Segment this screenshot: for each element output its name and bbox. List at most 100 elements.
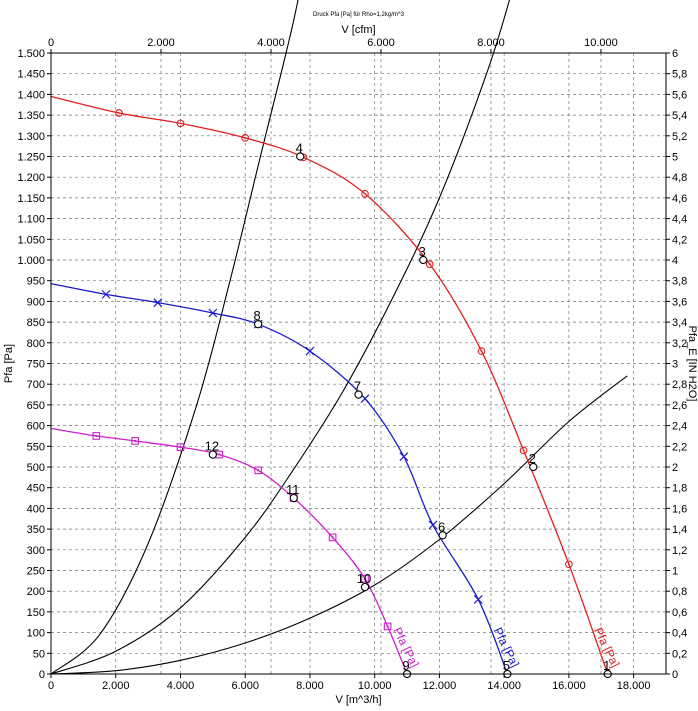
x-tick-label: 12.000 — [423, 680, 457, 692]
operating-point: 12 — [205, 439, 219, 459]
y-tick-label: 1.500 — [17, 48, 45, 60]
y2-tick-label: 1,4 — [672, 524, 687, 536]
y-tick-label: 700 — [27, 379, 45, 391]
y-tick-label: 800 — [27, 338, 45, 350]
y-tick-label: 600 — [27, 421, 45, 433]
x2-tick-label: 8.000 — [477, 37, 505, 49]
operating-point-marker — [289, 493, 298, 503]
y-tick-label: 200 — [27, 586, 45, 598]
y2-tick-label: 5,2 — [672, 131, 687, 143]
operating-point: 9 — [402, 658, 412, 679]
data-point-dot — [179, 446, 182, 449]
y-tick-label: 100 — [27, 628, 45, 640]
y-tick-label: 1.350 — [17, 110, 45, 122]
x-tick-label: 4.000 — [167, 680, 195, 692]
y-tick-label: 50 — [33, 648, 45, 660]
data-point-dot — [179, 122, 182, 125]
y-tick-label: 350 — [27, 524, 45, 536]
y2-tick-label: 2,2 — [672, 441, 687, 453]
operating-point: 7 — [354, 379, 363, 399]
operating-point-marker — [360, 582, 370, 592]
y2-tick-label: 4 — [672, 255, 678, 267]
data-point-square — [383, 622, 392, 631]
y-tick-label: 850 — [27, 317, 45, 329]
y2-tick-label: 3,4 — [672, 317, 687, 329]
data-point — [176, 443, 185, 451]
y-tick-label: 500 — [27, 462, 45, 474]
x-tick-label: 8.000 — [296, 680, 324, 692]
x-tick-label: 0 — [48, 680, 54, 692]
y-tick-label: 1.200 — [17, 172, 45, 184]
y-tick-label: 250 — [27, 566, 45, 578]
system-curve-2 — [50, 0, 511, 675]
data-point-dot — [428, 263, 431, 266]
data-point — [383, 622, 392, 631]
data-point-ring — [176, 119, 185, 128]
x2-tick-label: 4.000 — [257, 37, 285, 49]
data-point-dot — [331, 536, 334, 539]
y2-tick-label: 2,8 — [672, 379, 687, 391]
y2-tick-label: 3 — [672, 359, 678, 371]
operating-point-marker — [208, 450, 217, 459]
data-point-dot — [134, 439, 137, 442]
data-point-dot — [118, 112, 120, 114]
data-point-ring — [425, 260, 434, 268]
data-point-dot — [364, 192, 366, 195]
operating-point-label: 4 — [296, 141, 303, 156]
data-point-ring — [519, 446, 528, 455]
y2-tick-label: 3,8 — [672, 276, 687, 288]
fan-curve-3: Pfa [Pa] — [50, 427, 422, 675]
data-point — [254, 466, 263, 475]
operating-point-label: 9 — [402, 658, 409, 673]
y2-tick-label: 4,8 — [672, 172, 687, 184]
data-point — [208, 308, 218, 318]
data-point-dot — [363, 577, 366, 580]
operating-point: 1 — [603, 658, 612, 679]
operating-point-label: 10 — [357, 571, 371, 586]
y2-tick-label: 5 — [672, 152, 678, 164]
y2-tick-label: 3,6 — [672, 296, 687, 308]
y-tick-label: 550 — [27, 441, 45, 453]
y2-tick-label: 3,2 — [672, 338, 687, 350]
operating-point-marker — [354, 390, 363, 399]
data-point-ring — [477, 347, 486, 355]
system-curve-3 — [50, 0, 299, 675]
data-point-square — [254, 466, 263, 475]
operating-point-label: 5 — [503, 658, 510, 673]
data-point — [153, 298, 163, 308]
y-tick-label: 450 — [27, 483, 45, 495]
operating-point-marker — [419, 255, 428, 265]
operating-point-label: 6 — [438, 519, 445, 534]
operating-point: 2 — [529, 451, 538, 472]
x2-tick-label: 2.000 — [147, 37, 175, 49]
axis-ticks: 0 2.000 4.000 6.000 8.000 10.000 12.000 1 4.000 1… — [17, 37, 687, 692]
x-tick-label: 10.000 — [358, 680, 392, 692]
operating-point-label: 8 — [254, 308, 261, 323]
data-point-dot — [244, 136, 247, 139]
data-point-ring — [241, 134, 250, 142]
data-point-ring — [115, 109, 123, 117]
fan-curve-2: Pfa [Pa] — [50, 282, 522, 675]
data-point-dot — [567, 563, 570, 566]
y2-tick-label: 0 — [672, 669, 678, 681]
data-point — [115, 109, 123, 117]
data-point — [428, 520, 438, 530]
chart-title: Druck Pfa [Pa] für Rho=1,2kg/m^3 — [313, 12, 405, 18]
data-point-square — [92, 432, 101, 440]
x2-tick-label: 0 — [48, 37, 54, 49]
y-tick-label: 1.400 — [17, 89, 45, 101]
y2-tick-label: 6 — [672, 48, 678, 60]
y-tick-label: 650 — [27, 400, 45, 412]
right-y-axis-label: Pfa_E [IN H2O] — [686, 326, 698, 402]
y-axis-label: Pfa [Pa] — [3, 344, 15, 383]
y2-tick-label: 5,4 — [672, 110, 687, 122]
data-point — [305, 346, 315, 356]
operating-point-marker — [438, 531, 447, 540]
x2-tick-label: 6.000 — [367, 37, 395, 49]
y-tick-label: 1.150 — [17, 193, 45, 205]
x-tick-label: 18.000 — [617, 680, 651, 692]
data-point — [361, 189, 369, 198]
data-point-dot — [522, 449, 525, 452]
data-point — [473, 595, 483, 604]
data-point-dot — [218, 453, 221, 456]
